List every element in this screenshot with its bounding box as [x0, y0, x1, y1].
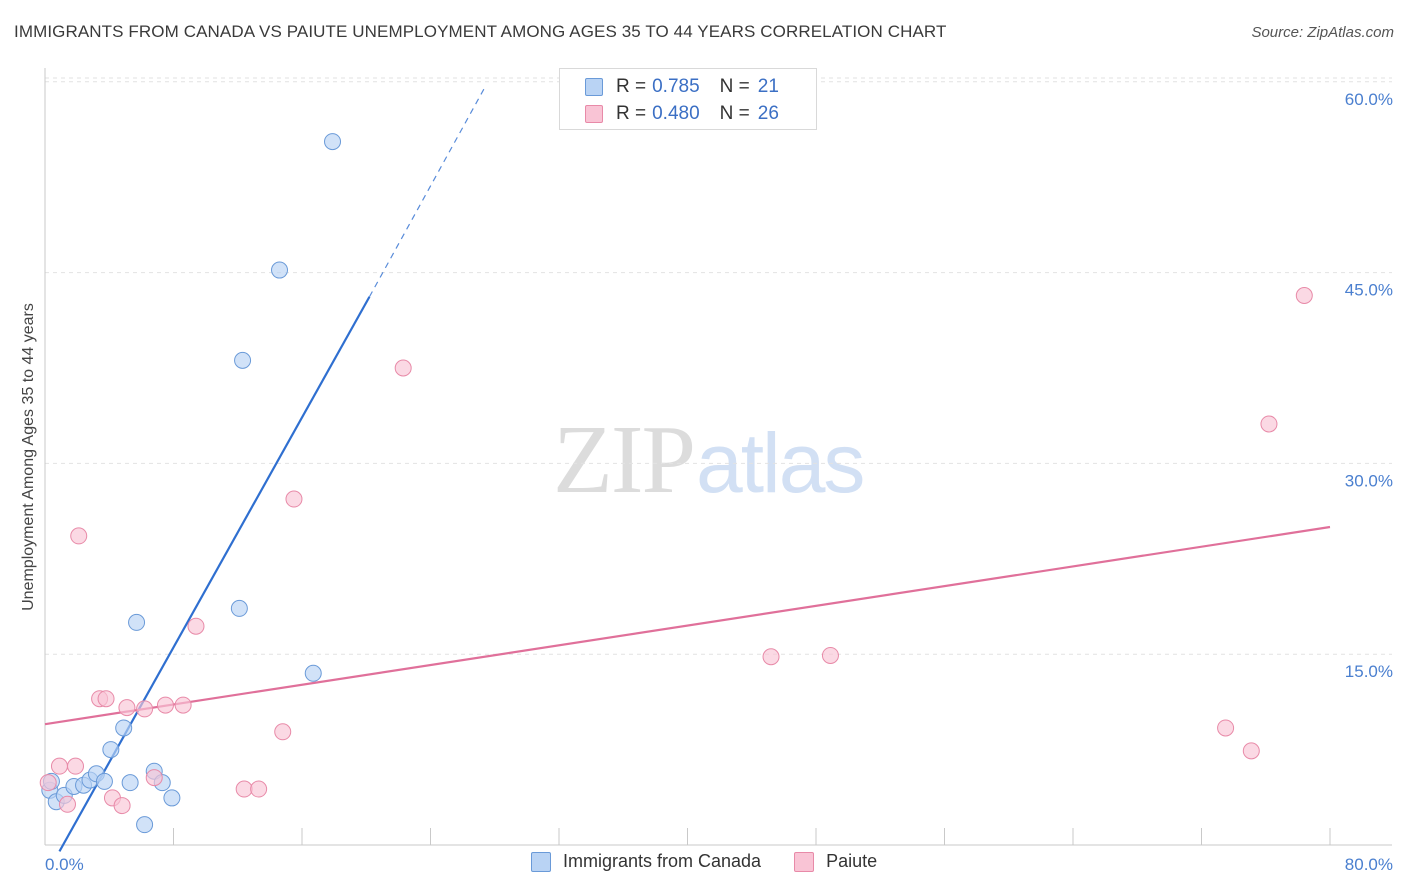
paiute-point-24: [1260, 415, 1278, 433]
paiute-point-20: [762, 648, 780, 666]
canada-point-16: [163, 789, 181, 807]
paiute-point-8: [113, 797, 131, 815]
watermark-zip: ZIP: [553, 406, 696, 514]
legend-paiute-label: Paiute: [826, 851, 878, 871]
paiute-point-4: [70, 527, 88, 545]
paiute-n-value: 26: [757, 103, 779, 124]
canada-r-value: 0.785: [652, 76, 700, 97]
paiute-swatch: [585, 105, 603, 123]
paiute-point-1: [50, 757, 68, 775]
paiute-point-3: [67, 757, 85, 775]
paiute-point-17: [274, 723, 292, 741]
chart-title: IMMIGRANTS FROM CANADA VS PAIUTE UNEMPLO…: [14, 22, 947, 41]
trend-layer: [44, 86, 1331, 852]
y-tick-label-2: 45.0%: [1345, 281, 1393, 300]
paiute-point-9: [118, 699, 136, 717]
stats-legend: R = 0.785 N = 21 R = 0.480 N = 26: [559, 68, 817, 130]
paiute-point-2: [58, 795, 76, 813]
axis-layer: [44, 68, 1392, 846]
stats-row-canada: R = 0.785 N = 21: [585, 75, 779, 99]
canada-point-18: [234, 351, 252, 369]
paiute-point-25: [1295, 286, 1313, 304]
canada-point-12: [128, 613, 146, 631]
canada-point-10: [115, 719, 133, 737]
stats-row-paiute: R = 0.480 N = 26: [585, 102, 779, 126]
canada-n-label: N =: [719, 76, 750, 97]
paiute-point-21: [821, 646, 839, 664]
paiute-point-14: [187, 617, 205, 635]
paiute-point-16: [250, 780, 268, 798]
canada-trend-extension: [368, 86, 486, 298]
paiute-point-15: [235, 780, 253, 798]
paiute-point-6: [97, 690, 115, 708]
chart-source: Source: ZipAtlas.com: [1251, 24, 1394, 41]
paiute-point-0: [39, 774, 57, 792]
paiute-point-19: [394, 359, 412, 377]
legend-canada-swatch: [531, 851, 551, 872]
x-tick-label-1: 80.0%: [1345, 855, 1393, 874]
canada-point-21: [324, 133, 342, 151]
canada-point-19: [271, 261, 289, 279]
canada-n-value: 21: [757, 76, 779, 97]
paiute-point-12: [156, 696, 174, 714]
y-tick-label-1: 30.0%: [1345, 471, 1393, 490]
paiute-r-value: 0.480: [652, 103, 700, 124]
canada-trend-line: [58, 296, 371, 852]
legend-item-paiute: Paiute: [794, 851, 877, 872]
paiute-trend-line: [44, 525, 1331, 726]
paiute-r-label: R =: [616, 103, 647, 124]
paiute-point-18: [285, 490, 303, 508]
canada-point-8: [95, 772, 113, 790]
paiute-point-13: [174, 696, 192, 714]
y-tick-label-0: 15.0%: [1345, 662, 1393, 681]
y-tick-label-3: 60.0%: [1345, 90, 1393, 109]
canada-point-17: [230, 599, 248, 617]
paiute-point-22: [1217, 719, 1235, 737]
legend-paiute-swatch: [794, 851, 815, 872]
legend-item-canada: Immigrants from Canada: [531, 851, 761, 872]
canada-swatch: [585, 78, 603, 96]
canada-point-9: [102, 741, 120, 759]
paiute-n-label: N =: [719, 103, 750, 124]
canada-r-label: R =: [616, 76, 647, 97]
legend-canada-label: Immigrants from Canada: [563, 851, 762, 871]
paiute-point-10: [136, 700, 154, 718]
canada-point-11: [121, 774, 139, 792]
paiute-point-11: [145, 769, 163, 787]
canada-point-20: [304, 664, 322, 682]
paiute-point-23: [1242, 742, 1260, 760]
canada-point-13: [136, 816, 154, 834]
point-layer: [39, 133, 1313, 834]
x-tick-label-0: 0.0%: [45, 855, 84, 874]
tick-label-layer: 15.0% 30.0% 45.0% 60.0% 0.0% 80.0%: [45, 90, 1393, 874]
series-legend: Immigrants from Canada Paiute: [531, 851, 910, 872]
